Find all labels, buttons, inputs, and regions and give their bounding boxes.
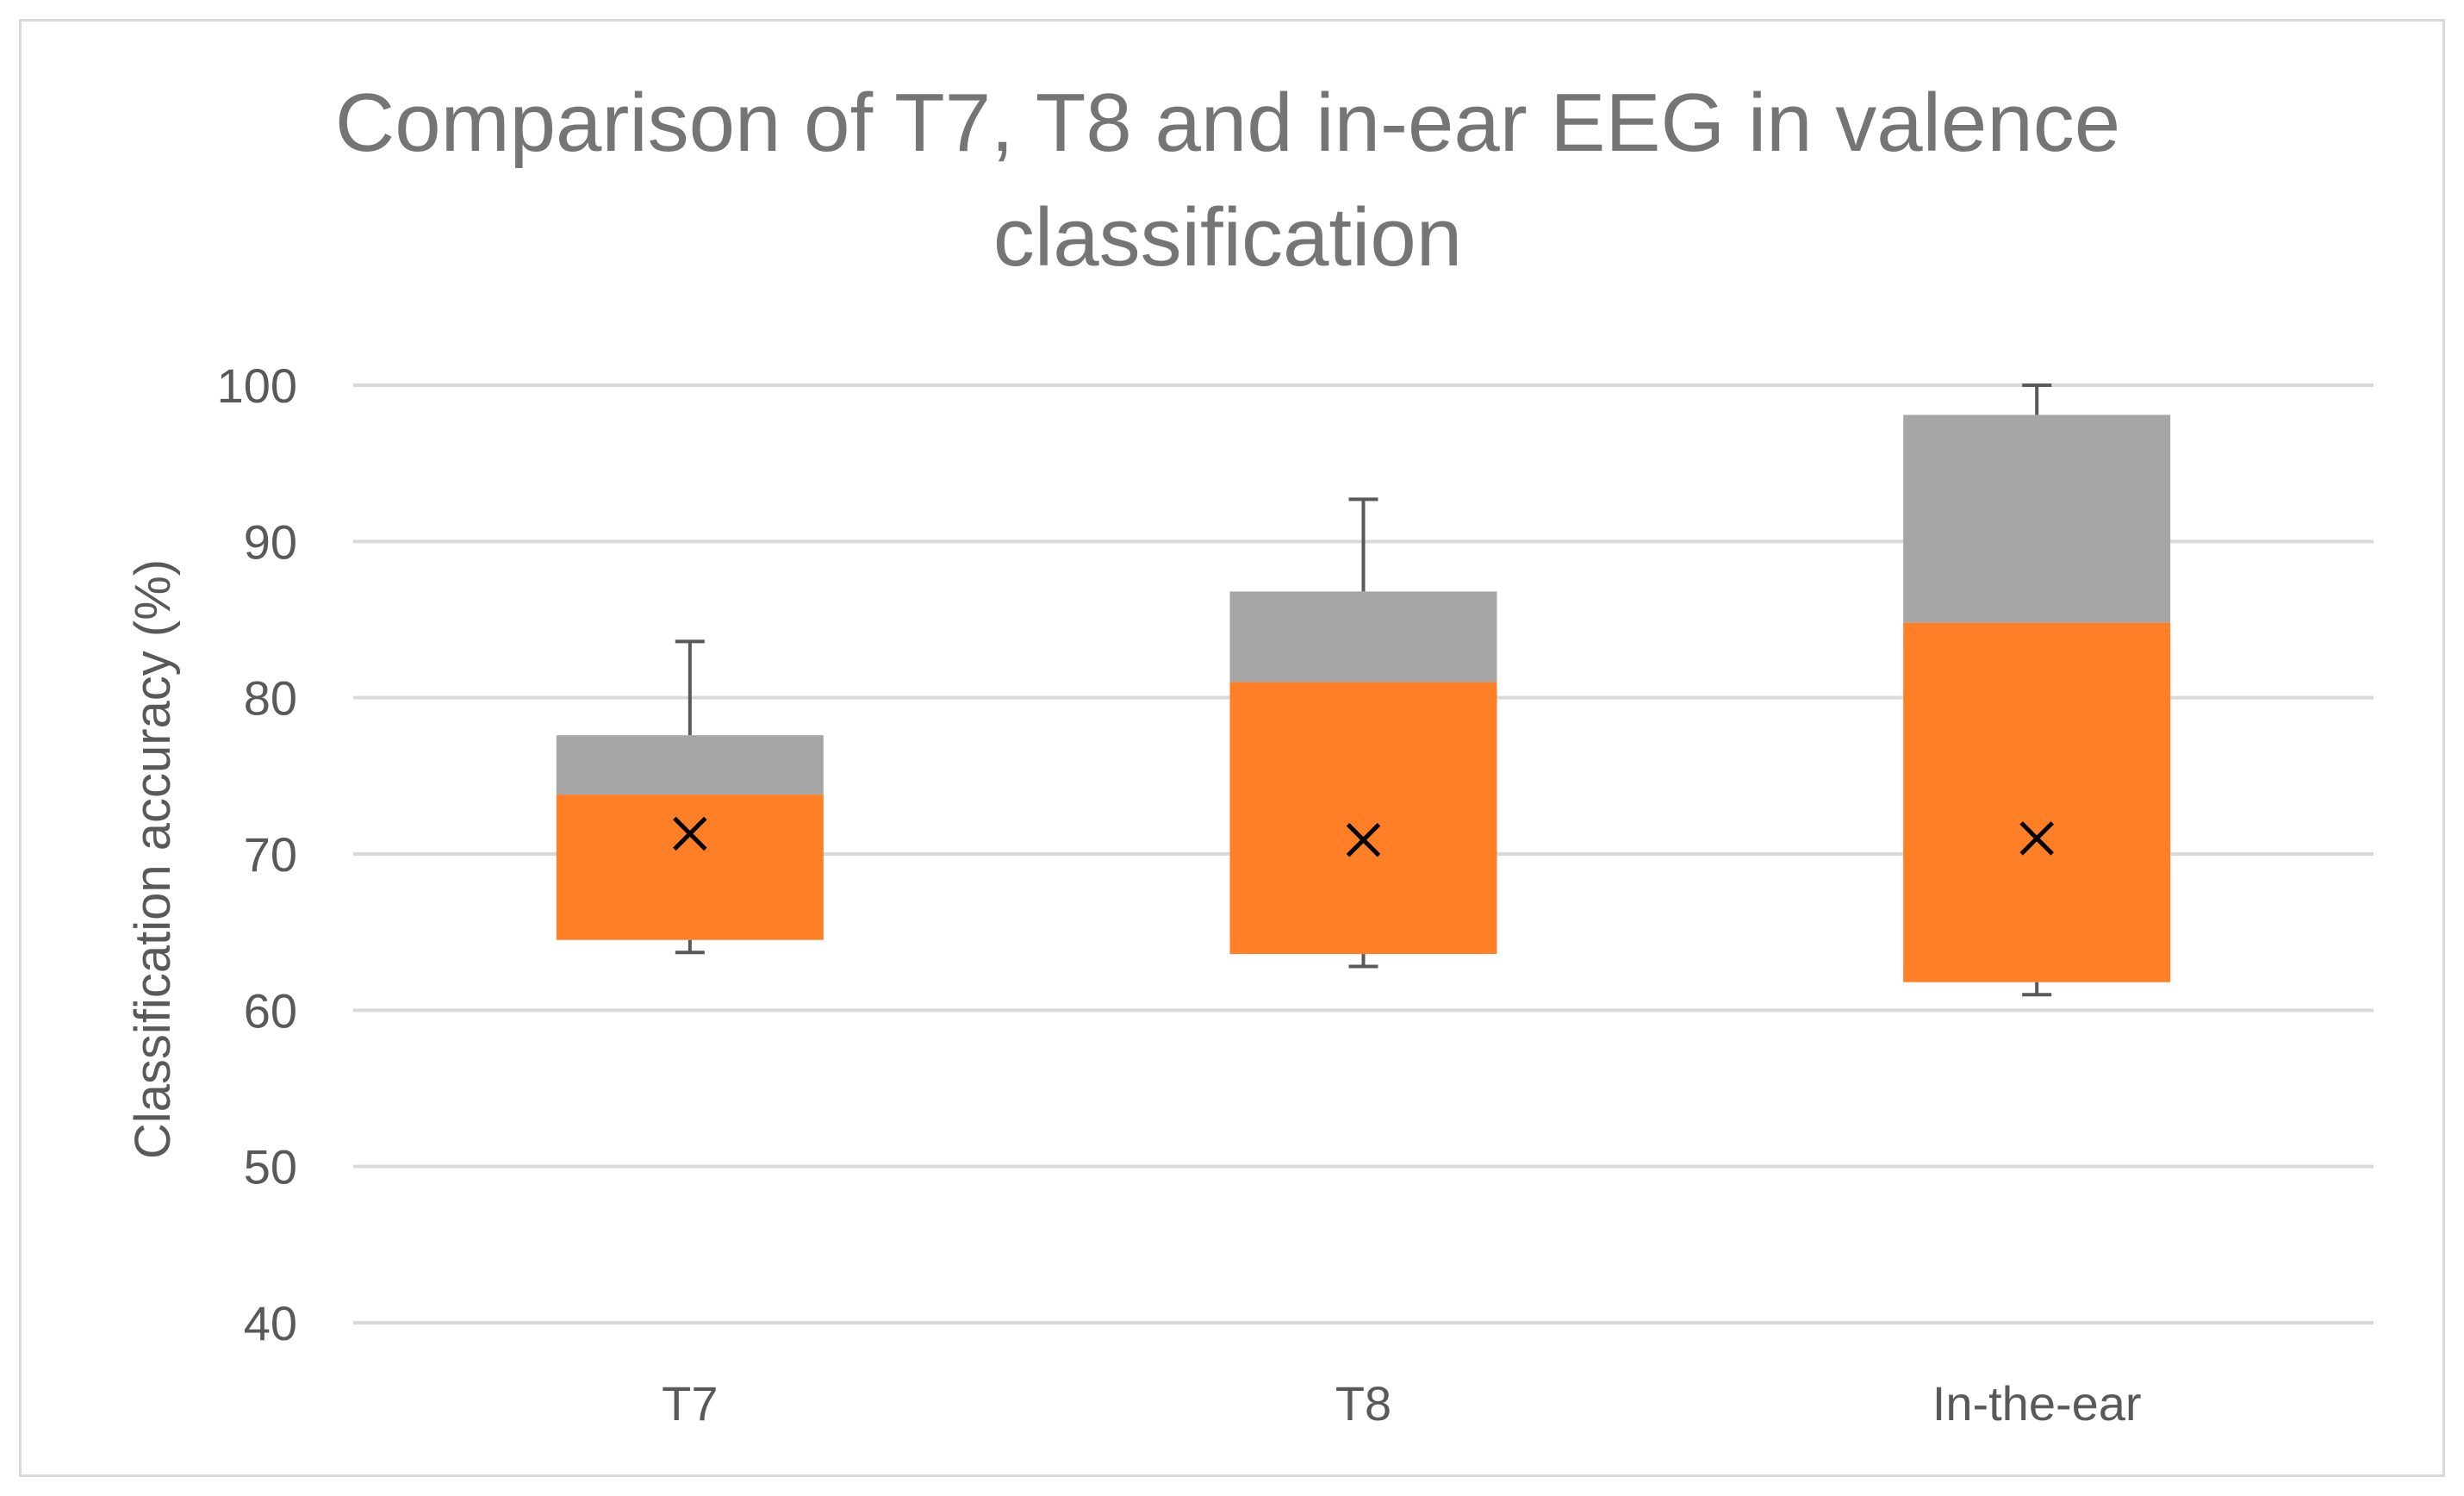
upper-box-in-the-ear bbox=[1903, 415, 2171, 623]
lower-box-in-the-ear bbox=[1903, 622, 2171, 982]
chart-title-line-2: classification bbox=[993, 191, 1462, 284]
upper-box-t8 bbox=[1229, 591, 1497, 683]
box-in-the-ear bbox=[1903, 383, 2171, 997]
mean-marker-stroke-b-t8 bbox=[1346, 822, 1381, 857]
box-t7 bbox=[556, 639, 824, 955]
mean-marker-in-the-ear bbox=[2019, 821, 2054, 856]
y-axis-title: Classification accuracy (%) bbox=[125, 559, 181, 1159]
chart-canvas: Comparison of T7, T8 and in-ear EEG in v… bbox=[125, 77, 2374, 1431]
x-tick-labels: T7 T8 In-the-ear bbox=[662, 1376, 2141, 1431]
x-tick-label-t7: T7 bbox=[662, 1376, 718, 1431]
y-tick-label-90: 90 bbox=[244, 514, 297, 569]
y-tick-label-60: 60 bbox=[244, 983, 297, 1038]
x-tick-label-t8: T8 bbox=[1335, 1376, 1391, 1431]
mean-marker-stroke-b-in-the-ear bbox=[2019, 821, 2054, 856]
y-tick-label-40: 40 bbox=[244, 1296, 297, 1350]
lower-box-t7 bbox=[556, 795, 824, 940]
y-tick-labels: 40 50 60 70 80 90 100 bbox=[217, 358, 297, 1350]
y-tick-label-80: 80 bbox=[244, 671, 297, 726]
mean-marker-t7 bbox=[673, 816, 707, 851]
chart-title-line-1: Comparison of T7, T8 and in-ear EEG in v… bbox=[335, 77, 2120, 169]
y-tick-label-50: 50 bbox=[244, 1140, 297, 1194]
y-tick-label-70: 70 bbox=[244, 827, 297, 882]
lower-box-t8 bbox=[1229, 682, 1497, 955]
mean-marker-stroke-b-t7 bbox=[673, 816, 707, 851]
chart-frame: Comparison of T7, T8 and in-ear EEG in v… bbox=[19, 19, 2445, 1477]
mean-marker-t8 bbox=[1346, 822, 1381, 857]
x-tick-label-in-the-ear: In-the-ear bbox=[1932, 1376, 2142, 1431]
box-t8 bbox=[1229, 497, 1497, 969]
chart-title: Comparison of T7, T8 and in-ear EEG in v… bbox=[335, 77, 2120, 284]
upper-box-t7 bbox=[556, 735, 824, 795]
box-plots bbox=[556, 383, 2171, 997]
y-tick-label-100: 100 bbox=[217, 358, 297, 413]
